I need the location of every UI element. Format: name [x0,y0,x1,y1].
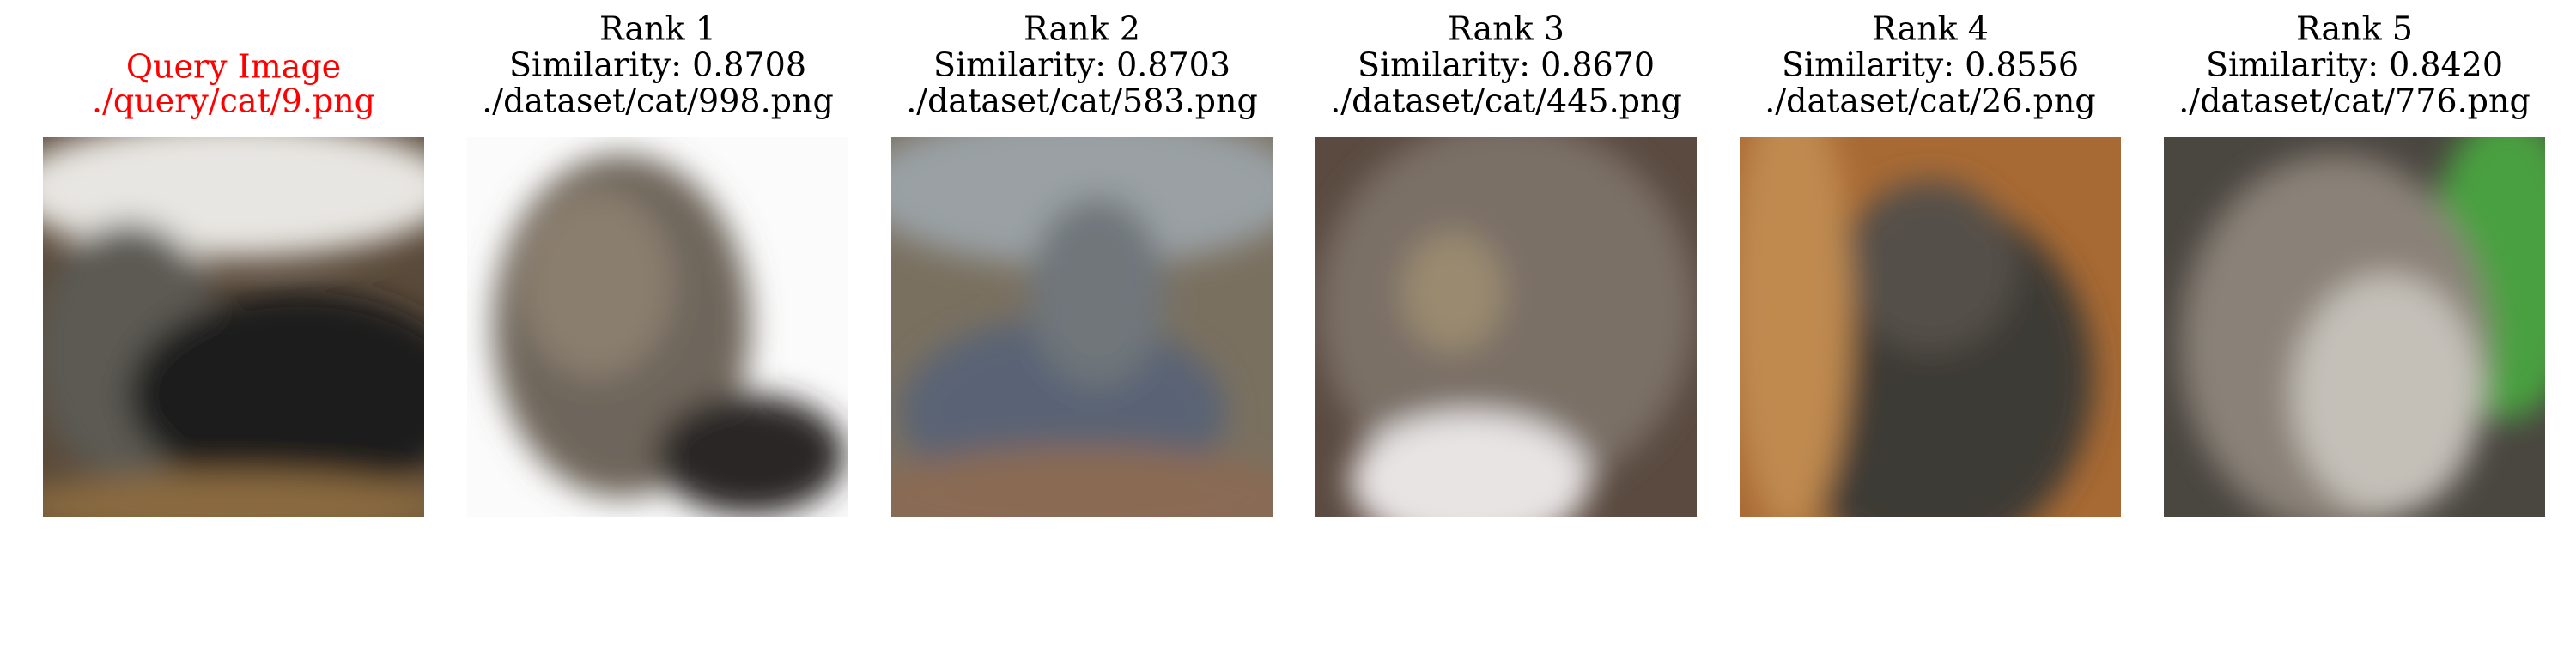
rank-label: Rank 5 [2296,10,2413,48]
thumbnail-content [467,137,848,517]
similarity-label: Similarity: 0.8420 [2206,46,2503,84]
thumbnail-shapes [2181,137,2545,517]
path-label: ./dataset/cat/26.png [1765,82,2095,120]
thumbnail-content [43,137,424,517]
similarity-label: Similarity: 0.8703 [933,46,1230,84]
path-label: ./dataset/cat/998.png [482,82,834,120]
thumbnail-shape [129,292,424,498]
query-path: ./query/cat/9.png [92,82,375,120]
thumbnail-shape [1317,137,1695,498]
thumbnail-shape [43,472,424,517]
thumbnail-shape [1350,412,1590,517]
similarity-label: Similarity: 0.8708 [509,46,806,84]
thumbnail-shapes [1317,137,1695,517]
path-label: ./dataset/cat/583.png [906,82,1258,120]
thumbnail-shape [1029,197,1166,386]
thumbnail [1740,137,2121,517]
thumbnail-shape [519,189,673,378]
rank-label: Rank 3 [1448,10,1564,48]
thumbnail-shape [891,446,1273,517]
thumbnail-shape [656,395,845,515]
thumbnail-content [2164,137,2545,517]
thumbnail-shape [2293,275,2482,515]
thumbnail [891,137,1273,517]
rank-label: Rank 2 [1024,10,1140,48]
query-title: Query Image [126,48,341,86]
thumbnail [2164,137,2545,517]
thumbnail [1315,137,1697,517]
thumbnail-shapes [1740,137,2093,517]
path-label: ./dataset/cat/776.png [2178,82,2530,120]
thumbnail-shape [1740,137,1851,517]
thumbnail-shape [43,137,424,257]
rank-label: Rank 4 [1872,10,1989,48]
thumbnail [467,137,848,517]
path-label: ./dataset/cat/445.png [1330,82,1682,120]
thumbnail-shapes [891,137,1273,517]
thumbnail-shape [1401,232,1504,352]
thumbnail [43,137,424,517]
thumbnail-content [1315,137,1697,517]
thumbnail-content [891,137,1273,517]
rank-label: Rank 1 [599,10,716,48]
similarity-label: Similarity: 0.8556 [1782,46,2079,84]
thumbnail-shapes [493,154,845,515]
thumbnail-shapes [43,137,424,517]
thumbnail-content [1740,137,2121,517]
similarity-label: Similarity: 0.8670 [1358,46,1655,84]
thumbnail-shape [1844,180,2016,352]
